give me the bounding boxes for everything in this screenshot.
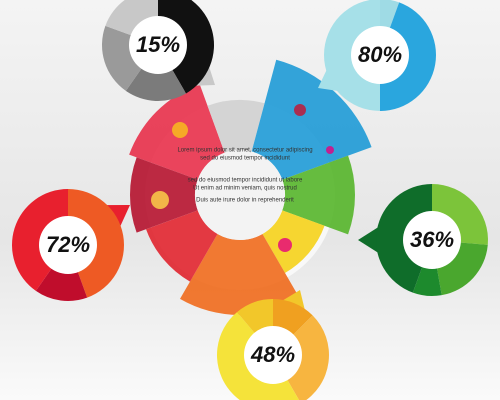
- center-wheel: Lorem ipsum dolor sit amet, consectetur …: [129, 59, 372, 315]
- center-text: Lorem ipsum dolor sit amet, consectetur …: [177, 148, 312, 154]
- donut-segment: [125, 67, 186, 101]
- badges: 15% 80% 72% 36% 48%: [11, 0, 488, 400]
- donut-segment: [436, 242, 488, 296]
- donut-segment: [105, 0, 158, 36]
- percent-label: 80%: [358, 42, 402, 67]
- donut-segment: [324, 0, 380, 111]
- center-text: sed do eiusmod tempor incididunt ut labo…: [188, 178, 303, 184]
- donut-hole: [403, 211, 461, 269]
- wheel-wedge: [207, 100, 265, 153]
- donut-segment: [273, 299, 313, 336]
- donut-hole: [351, 26, 409, 84]
- donut-segment: [287, 315, 329, 400]
- badge: 15%: [102, 0, 215, 101]
- percent-label: 15%: [136, 32, 180, 57]
- dot: [151, 191, 169, 209]
- wheel-wedge: [146, 210, 218, 282]
- badge: 72%: [11, 189, 130, 301]
- wheel-wedge: [180, 233, 300, 315]
- donut-hole: [129, 16, 187, 74]
- dot: [294, 104, 306, 116]
- center-text: Duis aute irure dolor in reprehenderit: [196, 198, 294, 204]
- badge: 36%: [358, 184, 488, 296]
- percent-label: 72%: [46, 232, 90, 257]
- percent-label: 36%: [410, 227, 454, 252]
- donut-segment: [380, 0, 400, 29]
- donut-segment: [217, 312, 299, 400]
- dot: [326, 146, 334, 154]
- donut-segment: [237, 299, 273, 334]
- dot: [172, 122, 188, 138]
- donut-hole: [244, 326, 302, 384]
- wheel-center: [195, 150, 285, 240]
- donut-segment: [102, 25, 142, 91]
- dot: [278, 238, 292, 252]
- wheel-wedge: [251, 59, 372, 180]
- wheel-wedge: [262, 210, 325, 273]
- donut-hole: [39, 216, 97, 274]
- center-text: Ut enim ad minim veniam, quis nostrud: [193, 186, 297, 192]
- donut-segment: [412, 266, 442, 296]
- wheel-wedge: [282, 155, 355, 235]
- donut-segment: [432, 184, 488, 245]
- badge: 80%: [318, 0, 437, 112]
- badge: 48%: [217, 290, 329, 400]
- center-text: sed do eiusmod tempor incididunt: [200, 156, 290, 162]
- donut-segment: [35, 267, 88, 301]
- percent-label: 48%: [250, 342, 295, 367]
